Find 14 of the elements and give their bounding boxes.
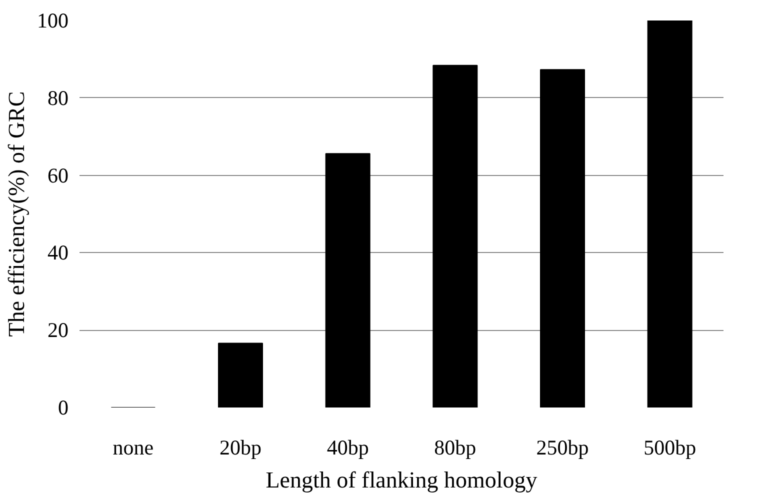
y-tick-label: 0 (58, 396, 68, 420)
x-tick-label: 40bp (326, 436, 369, 460)
x-tick-label: 20bp (220, 436, 262, 460)
y-tick-label: 20 (48, 318, 68, 342)
x-tick-label: 500bp (644, 436, 696, 460)
y-tick-label: 80 (48, 86, 68, 110)
y-tick-label: 40 (48, 240, 68, 265)
x-axis-title: Length of flanking homology (266, 468, 538, 492)
x-tick-label: none (112, 436, 154, 460)
y-tick-label: 100 (37, 8, 68, 32)
y-axis-title: The efficiency(%) of GRC (4, 91, 29, 337)
y-tick-label: 60 (48, 163, 68, 188)
x-tick-label: 80bp (434, 436, 476, 460)
x-tick-label: 250bp (536, 436, 589, 460)
